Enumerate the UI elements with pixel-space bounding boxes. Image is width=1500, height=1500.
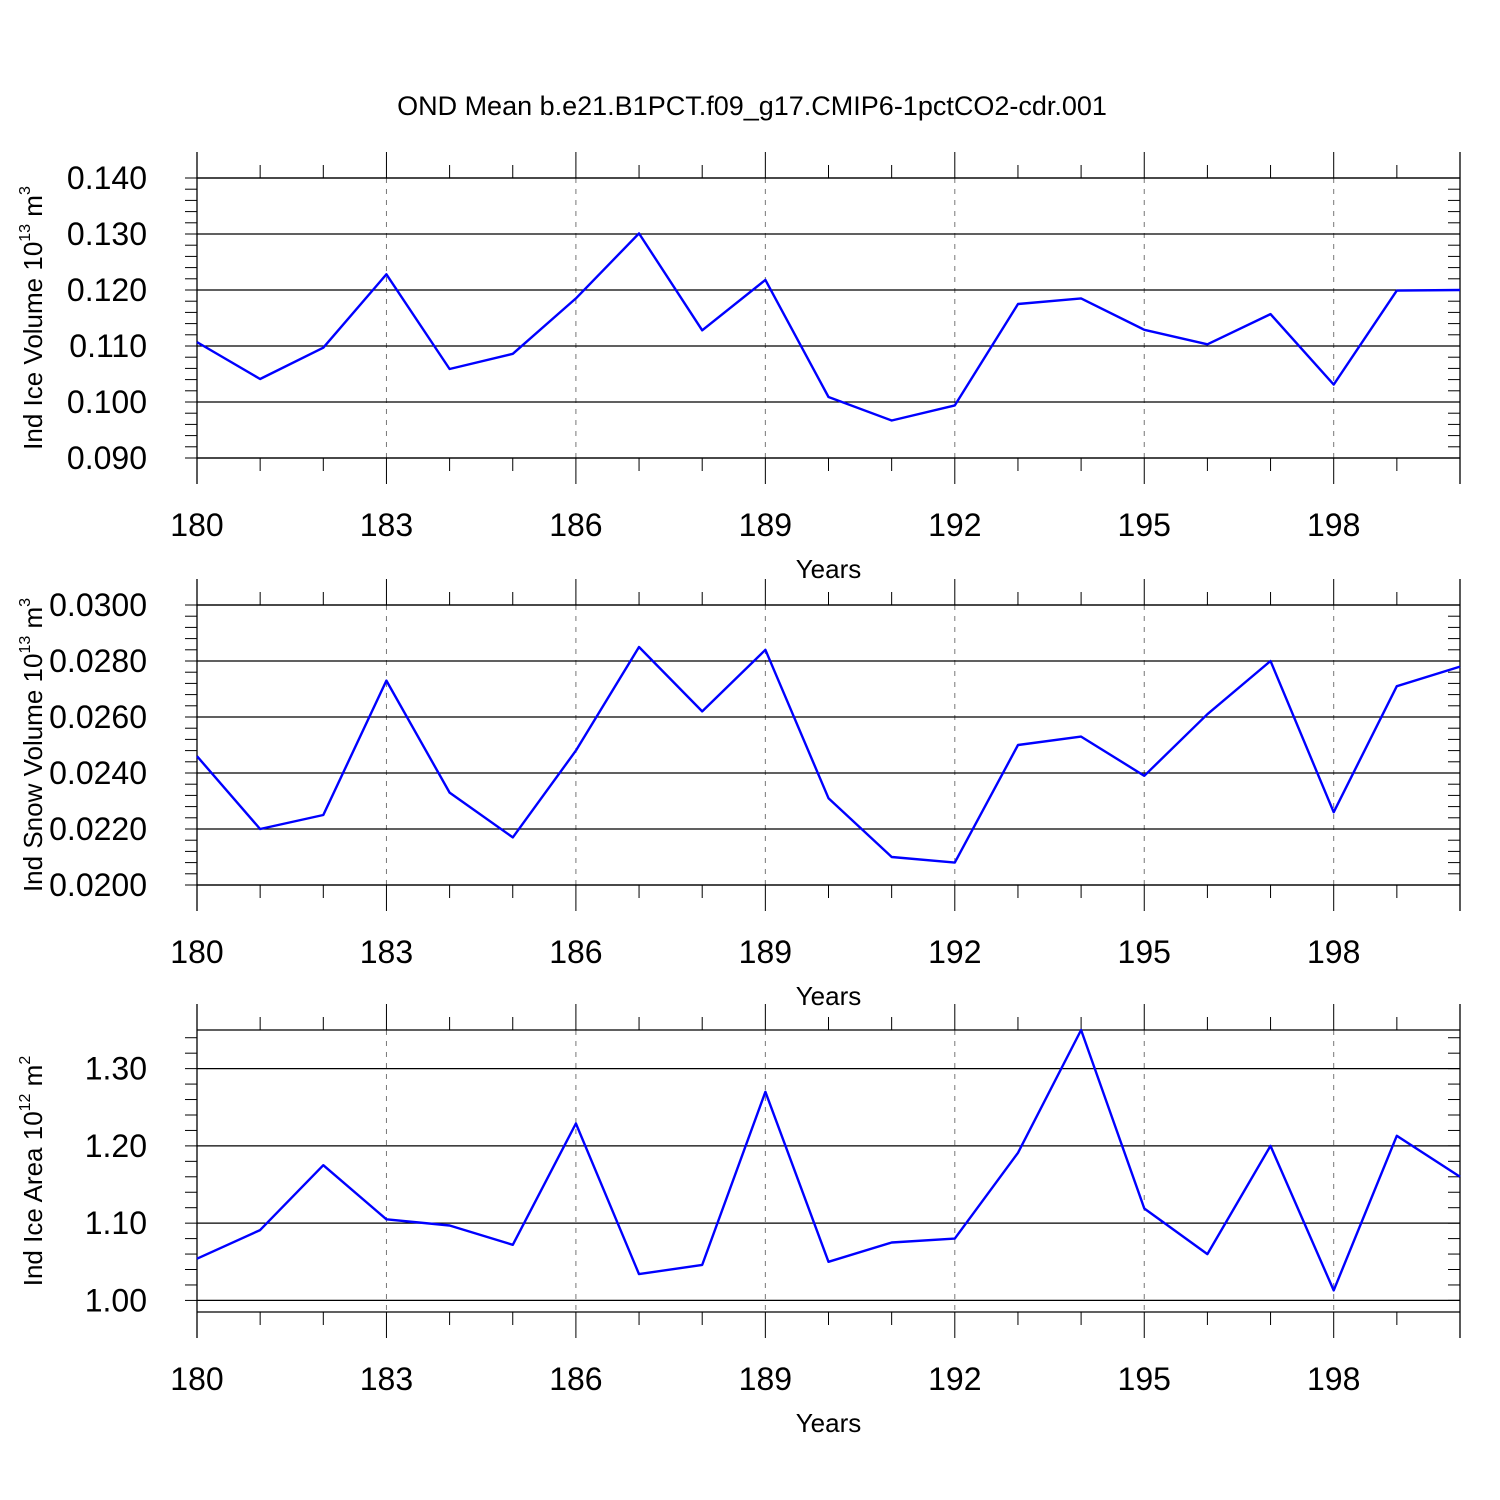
y-axis-title-base: Ind Ice Area 10 bbox=[18, 1111, 48, 1286]
y-tick-label: 0.0260 bbox=[49, 699, 147, 735]
y-tick-label: 0.090 bbox=[67, 440, 147, 476]
chart-panel-2: 0.0200 0.0220 0.0240 0.0260 0.0280 0.0300 180 1… bbox=[17, 579, 1461, 1011]
y-tick-label: 0.140 bbox=[67, 160, 147, 196]
chart-panel-3: 1.00 1.10 1.20 1.30 180 183 186 189 192 195 198 Yea… bbox=[17, 1004, 1461, 1438]
series-line bbox=[196, 1028, 1461, 1292]
y-axis-title-base: Ind Snow Volume 10 bbox=[18, 654, 48, 893]
x-tick-label: 189 bbox=[739, 1361, 792, 1397]
y-axis-title-unit: m bbox=[18, 1065, 48, 1094]
x-tick-label: 195 bbox=[1118, 934, 1171, 970]
y-tick-label: 1.10 bbox=[85, 1205, 147, 1241]
x-tick-label: 195 bbox=[1118, 1361, 1171, 1397]
y-axis-title-unit: m bbox=[18, 607, 48, 636]
y-tick-label: 0.0220 bbox=[49, 811, 147, 847]
x-tick-label: 183 bbox=[360, 934, 413, 970]
x-tick-label: 180 bbox=[170, 1361, 223, 1397]
y-axis-title-unit-exp: 2 bbox=[17, 1056, 34, 1065]
x-axis-title: Years bbox=[796, 1408, 862, 1438]
x-tick-label: 189 bbox=[739, 934, 792, 970]
x-tick-label: 192 bbox=[928, 934, 981, 970]
x-tick-label: 183 bbox=[360, 1361, 413, 1397]
y-tick-label: 0.130 bbox=[67, 216, 147, 252]
y-axis-title: Ind Snow Volume 1013 m3 bbox=[17, 598, 48, 892]
x-tick-label: 186 bbox=[549, 1361, 602, 1397]
y-tick-label: 1.00 bbox=[85, 1282, 147, 1318]
y-tick-label: 0.110 bbox=[69, 328, 147, 364]
y-axis-title: Ind Ice Area 1012 m2 bbox=[17, 1056, 48, 1287]
x-tick-label: 195 bbox=[1118, 507, 1171, 543]
y-axis-title-exp: 13 bbox=[17, 224, 34, 242]
chart-panel-1: 0.090 0.100 0.110 0.120 0.130 0.140 180 183 186 1… bbox=[17, 152, 1461, 584]
x-tick-label: 186 bbox=[549, 507, 602, 543]
chart-title: OND Mean b.e21.B1PCT.f09_g17.CMIP6-1pctC… bbox=[397, 91, 1107, 121]
x-tick-label: 192 bbox=[928, 1361, 981, 1397]
y-axis-title-exp: 13 bbox=[17, 636, 34, 654]
y-tick-label: 0.100 bbox=[67, 384, 147, 420]
x-tick-label: 183 bbox=[360, 507, 413, 543]
x-tick-label: 192 bbox=[928, 507, 981, 543]
x-tick-label: 180 bbox=[170, 934, 223, 970]
y-axis-title-unit-exp: 3 bbox=[17, 598, 34, 607]
x-axis-title: Years bbox=[796, 554, 862, 584]
y-axis-title-unit-exp: 3 bbox=[17, 186, 34, 195]
y-axis-title-exp: 12 bbox=[17, 1093, 34, 1111]
y-tick-label: 0.0240 bbox=[49, 755, 147, 791]
x-tick-label: 198 bbox=[1307, 507, 1360, 543]
y-tick-label: 1.30 bbox=[85, 1051, 147, 1087]
y-axis-title-unit: m bbox=[18, 195, 48, 224]
y-tick-label: 0.0300 bbox=[49, 587, 147, 623]
x-tick-label: 198 bbox=[1307, 934, 1360, 970]
x-tick-label: 189 bbox=[739, 507, 792, 543]
x-tick-label: 198 bbox=[1307, 1361, 1360, 1397]
y-tick-label: 0.0280 bbox=[49, 643, 147, 679]
y-axis-title-base: Ind Ice Volume 10 bbox=[18, 242, 48, 450]
y-axis-title: Ind Ice Volume 1013 m3 bbox=[17, 186, 48, 450]
y-tick-label: 1.20 bbox=[85, 1128, 147, 1164]
x-axis-title: Years bbox=[796, 981, 862, 1011]
y-tick-label: 0.0200 bbox=[49, 867, 147, 903]
x-tick-label: 180 bbox=[170, 507, 223, 543]
series-line bbox=[196, 645, 1461, 864]
y-tick-label: 0.120 bbox=[67, 272, 147, 308]
series-line bbox=[196, 232, 1461, 422]
x-tick-label: 186 bbox=[549, 934, 602, 970]
